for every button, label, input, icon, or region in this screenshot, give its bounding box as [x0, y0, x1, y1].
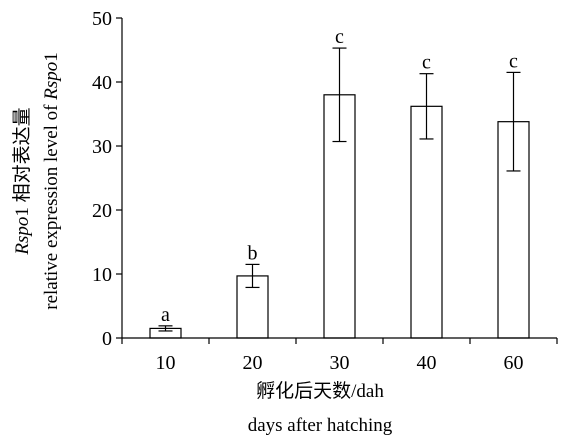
y-axis-label-cn-rest: 1 相对表达量: [11, 107, 33, 216]
y-axis-label-cn: Rspo1 相对表达量: [11, 107, 33, 255]
significance-label: a: [161, 304, 170, 326]
x-tick-label: 30: [330, 352, 350, 374]
y-axis-label-en-suffix: 1: [41, 52, 62, 62]
y-axis-label-en-prefix: relative expression level of: [41, 100, 62, 310]
y-tick-label: 30: [92, 136, 112, 158]
significance-label: b: [248, 242, 258, 264]
axes-layer: [121, 18, 557, 339]
y-axis-label-cn-gene: Rspo: [12, 217, 33, 256]
x-tick-label: 60: [504, 352, 524, 374]
y-axis-label-en: relative expression level of Rspo1: [41, 52, 62, 309]
bars-layer: [149, 94, 530, 339]
x-tick-label: 10: [156, 352, 176, 374]
error-bars-layer: [158, 47, 521, 332]
x-ticks-layer: 10 20 30 40 60: [121, 338, 558, 374]
x-tick-label: 40: [417, 352, 437, 374]
x-axis-label-en: days after hatching: [248, 415, 393, 436]
y-tick-label: 20: [92, 200, 112, 222]
y-tick-label: 0: [102, 328, 112, 350]
y-axis-label-en-gene: Rspo: [41, 62, 62, 101]
y-tick-label: 50: [92, 8, 112, 30]
y-tick-label: 10: [92, 264, 112, 286]
bar: [410, 105, 443, 339]
significance-label: c: [509, 50, 518, 72]
x-axis-label-cn: 孵化后天数/dah: [256, 380, 384, 402]
y-ticks-layer: 0 10 20 30 40 50: [92, 8, 122, 350]
significance-label: c: [422, 52, 431, 74]
significance-labels-layer: a b c c c: [161, 26, 518, 326]
significance-label: c: [335, 26, 344, 48]
y-tick-label: 40: [92, 72, 112, 94]
x-tick-label: 20: [243, 352, 263, 374]
